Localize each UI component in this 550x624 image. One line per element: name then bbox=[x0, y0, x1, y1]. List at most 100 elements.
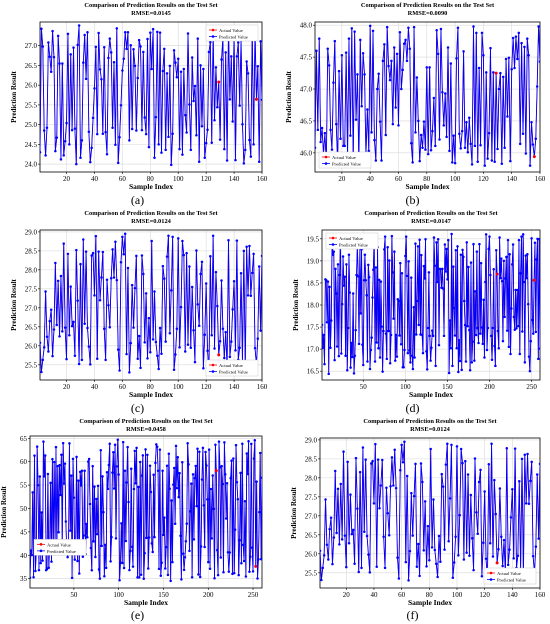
predicted-point bbox=[257, 558, 260, 561]
predicted-point bbox=[146, 357, 149, 360]
predicted-point bbox=[81, 555, 85, 558]
predicted-point bbox=[84, 77, 88, 81]
predicted-point bbox=[199, 545, 203, 548]
legend-box bbox=[325, 232, 379, 250]
y-tick-label: 17.0 bbox=[307, 346, 320, 354]
y-tick-label: 60 bbox=[20, 458, 28, 466]
predicted-point bbox=[382, 329, 385, 333]
predicted-point bbox=[504, 277, 507, 280]
predicted-point bbox=[410, 354, 414, 357]
predicted-point bbox=[398, 30, 402, 34]
predicted-point bbox=[116, 438, 120, 441]
predicted-point bbox=[316, 128, 320, 132]
predicted-point bbox=[364, 279, 368, 282]
predicted-point bbox=[79, 484, 83, 487]
predicted-point bbox=[207, 448, 211, 451]
predicted-point bbox=[392, 317, 395, 320]
predicted-point bbox=[241, 442, 244, 446]
predicted-point bbox=[383, 235, 387, 238]
predicted-point bbox=[469, 261, 473, 264]
predicted-point bbox=[330, 319, 333, 322]
predicted-point bbox=[374, 442, 377, 446]
predicted-point bbox=[107, 56, 110, 60]
predicted-point bbox=[529, 339, 532, 343]
predicted-point bbox=[367, 149, 371, 153]
y-axis-label: Prediction Result bbox=[285, 70, 293, 122]
y-tick-label: 47.5 bbox=[300, 54, 313, 62]
predicted-point bbox=[346, 460, 349, 464]
predicted-point bbox=[458, 513, 461, 517]
predicted-point bbox=[393, 448, 396, 452]
predicted-point bbox=[521, 132, 525, 135]
predicted-point bbox=[500, 257, 503, 260]
predicted-point bbox=[181, 239, 184, 243]
predicted-point bbox=[462, 558, 466, 561]
predicted-point bbox=[104, 566, 108, 570]
predicted-point bbox=[41, 559, 44, 562]
predicted-point bbox=[339, 482, 343, 486]
predicted-point bbox=[337, 69, 341, 73]
predicted-point bbox=[154, 115, 158, 119]
predicted-point bbox=[217, 440, 221, 443]
predicted-point bbox=[394, 333, 398, 337]
predicted-point bbox=[494, 364, 497, 368]
predicted-point bbox=[59, 493, 62, 497]
predicted-point bbox=[132, 47, 135, 51]
y-tick-label: 25.5 bbox=[25, 101, 38, 109]
predicted-point bbox=[125, 47, 128, 51]
predicted-point bbox=[51, 457, 54, 461]
predicted-point bbox=[167, 234, 170, 237]
predicted-point bbox=[129, 467, 133, 471]
actual-point bbox=[217, 353, 221, 357]
y-tick-label: 17.5 bbox=[307, 324, 320, 332]
predicted-point bbox=[94, 555, 97, 559]
predicted-point bbox=[130, 283, 134, 287]
predicted-point bbox=[195, 504, 198, 508]
predicted-point bbox=[425, 350, 428, 353]
predicted-point bbox=[165, 255, 169, 258]
predicted-point bbox=[169, 289, 173, 292]
predicted-point bbox=[426, 524, 430, 528]
predicted-point bbox=[245, 245, 248, 248]
predicted-point bbox=[234, 349, 237, 352]
predicted-point bbox=[73, 127, 77, 130]
predicted-point bbox=[223, 441, 226, 444]
y-tick-label: 45 bbox=[20, 528, 28, 536]
predicted-point bbox=[334, 267, 337, 271]
predicted-point bbox=[360, 105, 363, 108]
legend-swatch-marker bbox=[211, 28, 215, 32]
predicted-point bbox=[387, 533, 391, 537]
predicted-point bbox=[48, 319, 52, 323]
predicted-point bbox=[255, 480, 258, 483]
predicted-point bbox=[109, 51, 113, 54]
predicted-point bbox=[315, 49, 318, 52]
predicted-point bbox=[494, 512, 497, 516]
predicted-point bbox=[340, 538, 344, 541]
predicted-point bbox=[224, 330, 227, 334]
predicted-point bbox=[476, 532, 479, 535]
predicted-point bbox=[78, 470, 82, 474]
predicted-point bbox=[322, 554, 326, 557]
predicted-point bbox=[505, 255, 508, 259]
predicted-point bbox=[148, 464, 152, 467]
chart-title: Comparison of Prediction Results on the … bbox=[363, 418, 497, 425]
predicted-point bbox=[107, 463, 111, 467]
predicted-point bbox=[97, 568, 101, 571]
predicted-point bbox=[216, 304, 219, 308]
predicted-point bbox=[441, 267, 444, 271]
predicted-point bbox=[109, 276, 113, 280]
predicted-point bbox=[163, 47, 166, 51]
actual-point bbox=[495, 272, 499, 276]
predicted-point bbox=[174, 353, 177, 356]
y-tick-label: 26.0 bbox=[25, 82, 38, 90]
predicted-point bbox=[498, 236, 501, 239]
predicted-point bbox=[211, 234, 215, 237]
predicted-point bbox=[216, 106, 219, 109]
predicted-point bbox=[108, 37, 112, 40]
legend-label: Actual Value bbox=[219, 28, 243, 33]
predicted-point bbox=[517, 31, 521, 35]
predicted-point bbox=[334, 122, 338, 126]
predicted-point bbox=[333, 469, 337, 473]
predicted-point bbox=[478, 332, 482, 335]
predicted-point bbox=[112, 450, 115, 454]
